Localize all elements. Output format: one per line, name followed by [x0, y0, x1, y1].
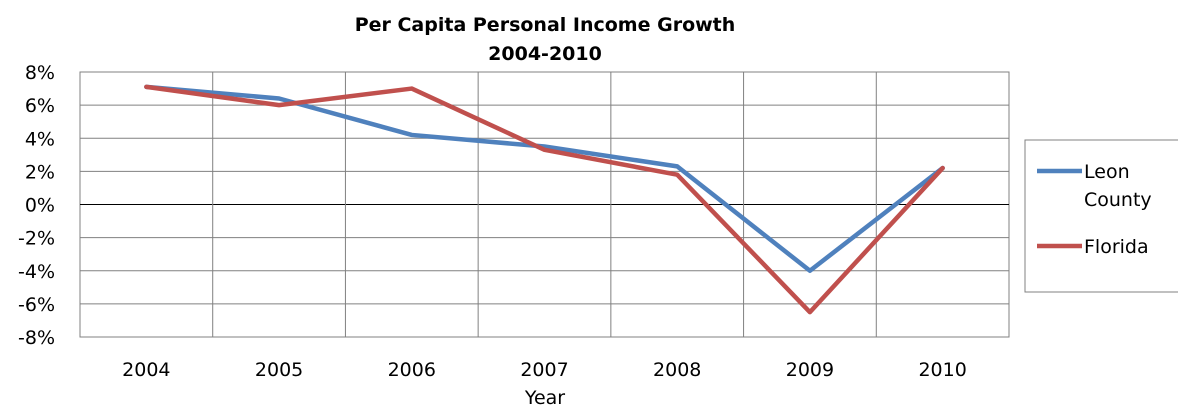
legend-label: Florida — [1084, 236, 1149, 258]
x-axis-label: Year — [524, 387, 565, 409]
x-tick-label: 2007 — [520, 359, 568, 381]
y-axis-ticks: 8% 6% 4% 2% 0% -2% -4% -6% -8% — [18, 62, 55, 349]
chart-title-line-2: 2004-2010 — [488, 43, 602, 65]
y-tick-label: -6% — [18, 294, 55, 316]
legend-label: Leon — [1084, 161, 1130, 183]
legend-label: County — [1084, 189, 1152, 211]
y-tick-label: -2% — [18, 228, 55, 250]
series-line-florida — [144, 84, 945, 315]
y-tick-label: 0% — [25, 195, 55, 217]
plot-area — [79, 71, 1010, 338]
y-tick-label: -8% — [18, 327, 55, 349]
chart-title-line-1: Per Capita Personal Income Growth — [355, 14, 736, 36]
y-tick-label: 2% — [25, 161, 55, 183]
x-axis-ticks: 2004 2005 2006 2007 2008 2009 2010 — [122, 359, 967, 381]
series-lines — [144, 84, 945, 315]
y-tick-label: 4% — [25, 128, 55, 150]
x-tick-label: 2005 — [255, 359, 303, 381]
legend: Leon County Florida — [1024, 139, 1178, 293]
x-tick-label: 2006 — [388, 359, 436, 381]
x-tick-label: 2008 — [653, 359, 701, 381]
x-tick-label: 2010 — [918, 359, 966, 381]
x-tick-label: 2009 — [786, 359, 834, 381]
x-tick-label: 2004 — [122, 359, 170, 381]
legend-box — [1024, 139, 1178, 293]
series-line-leon-county — [144, 84, 945, 273]
y-tick-label: -4% — [18, 261, 55, 283]
y-tick-label: 8% — [25, 62, 55, 84]
y-tick-label: 6% — [25, 95, 55, 117]
